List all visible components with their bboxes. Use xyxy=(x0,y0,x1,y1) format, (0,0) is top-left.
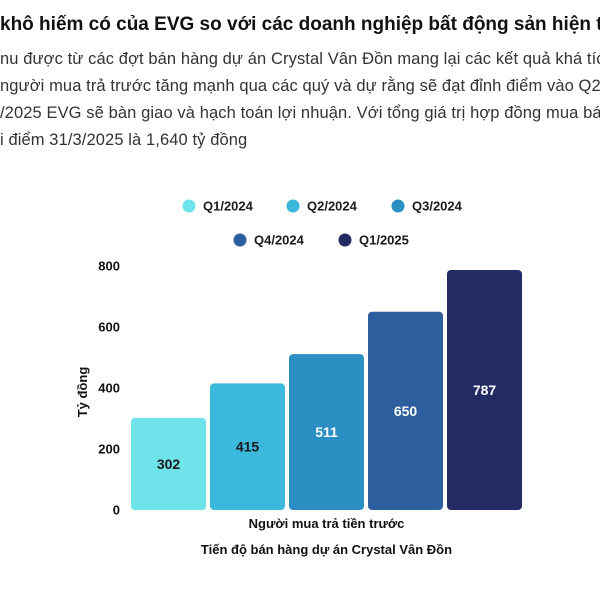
article-paragraph-line: /2025 EVG sẽ bàn giao và hạch toán lợi n… xyxy=(0,104,600,122)
legend-label: Q2/2024 xyxy=(307,199,358,214)
legend-label: Q1/2024 xyxy=(203,199,254,214)
legend-swatch xyxy=(233,233,247,247)
article-paragraph-line: người mua trả trước tăng mạnh qua các qu… xyxy=(0,77,600,95)
y-tick-label: 400 xyxy=(98,381,120,396)
bar-value-label: 302 xyxy=(157,456,181,472)
legend-swatch xyxy=(338,233,352,247)
y-tick-label: 200 xyxy=(98,442,120,457)
legend-label: Q4/2024 xyxy=(254,233,305,248)
y-tick-label: 0 xyxy=(113,503,120,518)
y-tick-label: 600 xyxy=(98,320,120,335)
bar-value-label: 650 xyxy=(394,403,418,419)
legend-swatch xyxy=(391,199,405,213)
bar xyxy=(447,269,522,510)
x-axis-title: Người mua trả tiền trước xyxy=(249,516,405,531)
bar xyxy=(210,383,285,510)
bar-value-label: 787 xyxy=(473,382,497,398)
legend-swatch xyxy=(182,199,196,213)
article-paragraph-line: i điểm 31/3/2025 là 1,640 tỷ đồng xyxy=(0,131,248,149)
bar xyxy=(131,417,206,510)
article-headline: khô hiếm có của EVG so với các doanh ngh… xyxy=(0,14,600,35)
y-axis-title: Tỷ đồng xyxy=(75,367,90,418)
legend-label: Q3/2024 xyxy=(412,199,463,214)
y-tick-label: 800 xyxy=(98,259,120,274)
bar-value-label: 511 xyxy=(315,424,338,440)
bar xyxy=(368,311,443,510)
article-paragraph-line: nu được từ các đợt bán hàng dự án Crysta… xyxy=(0,50,600,68)
bar-value-label: 415 xyxy=(236,439,260,455)
legend-label: Q1/2025 xyxy=(359,233,409,248)
sales-progress-chart: Q1/2024 Q2/2024 Q3/2024 Q4/2024 Q1/2025 0 200 4… xyxy=(75,199,522,557)
bar xyxy=(289,354,364,510)
legend-swatch xyxy=(286,199,300,213)
chart-title: Tiến độ bán hàng dự án Crystal Vân Đồn xyxy=(201,542,452,557)
